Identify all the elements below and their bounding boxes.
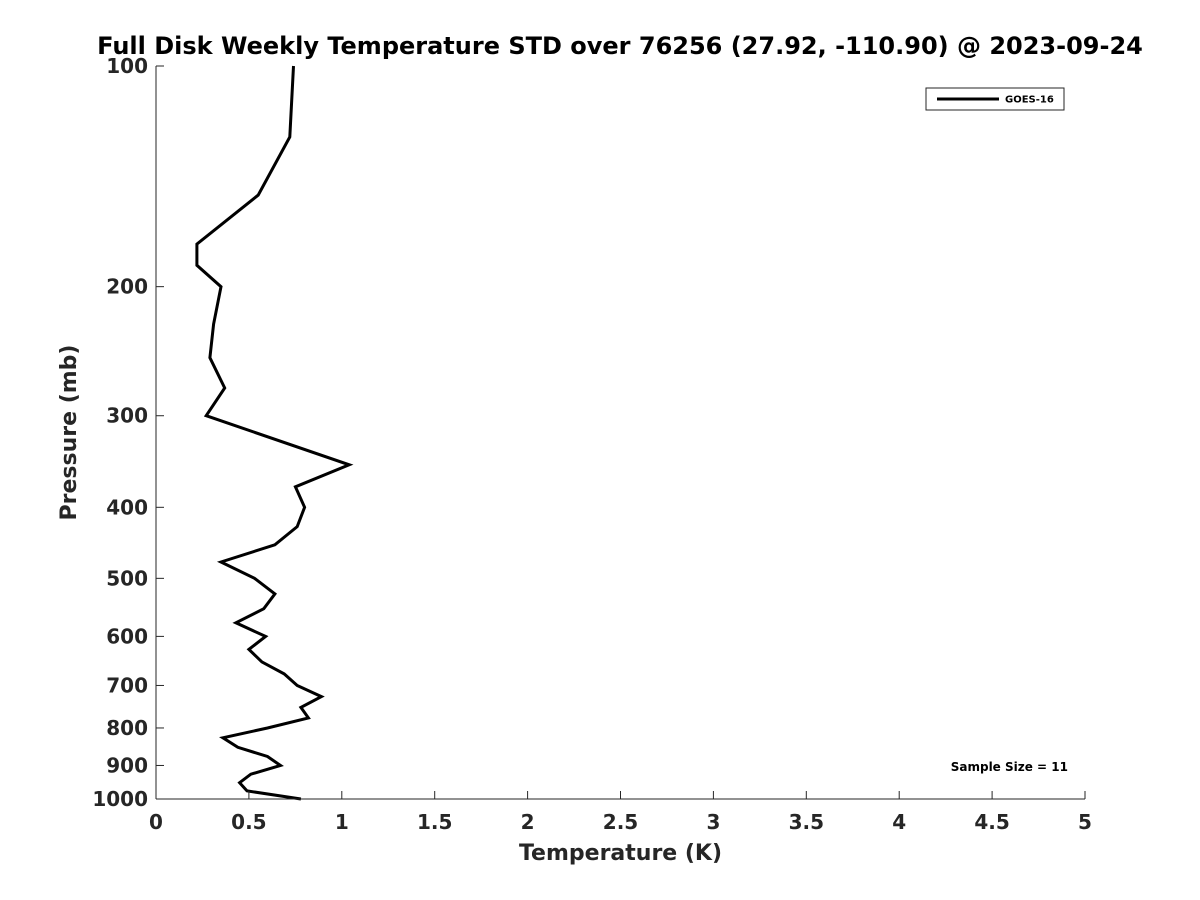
x-tick-label: 2: [521, 810, 535, 834]
chart-title: Full Disk Weekly Temperature STD over 76…: [97, 32, 1143, 60]
y-tick-label: 1000: [92, 787, 148, 811]
y-tick-label: 200: [106, 275, 148, 299]
x-tick-label: 5: [1078, 810, 1092, 834]
y-tick-label: 300: [106, 404, 148, 428]
x-tick-label: 2.5: [603, 810, 638, 834]
plot-area: [156, 66, 1085, 799]
y-tick-label: 100: [106, 54, 148, 78]
y-tick-label: 700: [106, 673, 148, 697]
y-axis-label: Pressure (mb): [57, 345, 82, 521]
legend: GOES-16: [925, 87, 1065, 111]
y-tick-label: 400: [106, 495, 148, 519]
y-ticks: 100 200 300 400 500 600 700 800 900 1000: [92, 54, 164, 811]
sample-size-annotation: Sample Size = 11: [951, 760, 1068, 774]
x-tick-label: 1: [335, 810, 349, 834]
x-tick-label: 4: [892, 810, 906, 834]
y-tick-label: 500: [106, 566, 148, 590]
y-tick-label: 800: [106, 716, 148, 740]
legend-entry-goes-16: GOES-16: [1005, 95, 1054, 106]
x-tick-label: 1.5: [417, 810, 452, 834]
x-ticks: 0 0.5 1 1.5 2 2.5 3 3.5 4 4.5 5: [149, 791, 1092, 834]
y-tick-label: 600: [106, 624, 148, 648]
x-tick-label: 0.5: [231, 810, 266, 834]
y-tick-label: 900: [106, 753, 148, 777]
x-tick-label: 3: [706, 810, 720, 834]
x-tick-label: 4.5: [974, 810, 1009, 834]
series-layer: [195, 65, 354, 801]
x-tick-label: 0: [149, 810, 163, 834]
x-tick-label: 3.5: [789, 810, 824, 834]
x-axis-label: Temperature (K): [519, 841, 722, 866]
series-line-goes-16: [195, 65, 354, 801]
